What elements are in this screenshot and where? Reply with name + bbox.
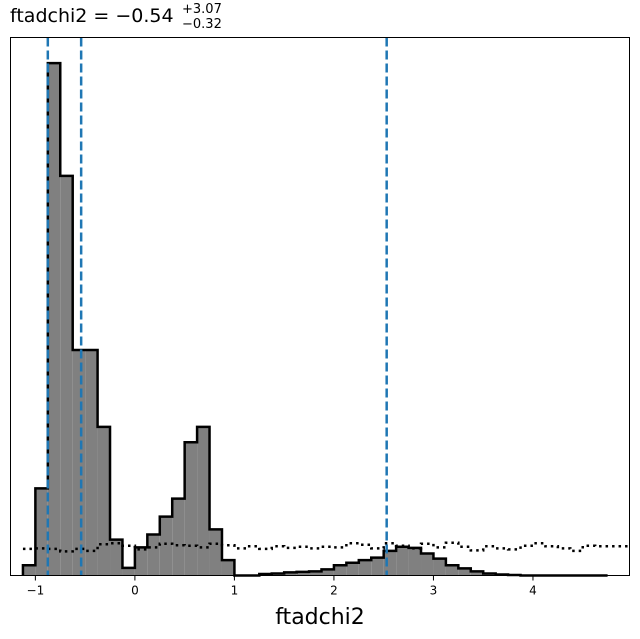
histogram-bar bbox=[184, 442, 198, 576]
histogram-bar bbox=[284, 572, 297, 576]
histogram-bar bbox=[22, 565, 36, 576]
title-main: ftadchi2 = −0.54 bbox=[10, 5, 174, 27]
axes-frame bbox=[10, 37, 630, 576]
x-tick-label: 2 bbox=[330, 584, 338, 598]
histogram-bar bbox=[309, 571, 322, 576]
histogram-bar bbox=[371, 557, 384, 576]
histogram-bar bbox=[346, 562, 359, 576]
prior-line bbox=[22, 541, 630, 553]
x-tick-label: 3 bbox=[430, 584, 438, 598]
histogram-bar bbox=[209, 529, 222, 576]
histogram-bar bbox=[110, 539, 123, 576]
histogram-bar bbox=[421, 553, 434, 576]
histogram-bar bbox=[321, 569, 334, 576]
histogram-bar bbox=[296, 571, 310, 576]
histogram-bar bbox=[383, 550, 397, 576]
histogram-bar bbox=[470, 571, 484, 576]
plot-area bbox=[21, 37, 630, 577]
title-upper: +3.07 bbox=[182, 2, 222, 17]
histogram-bar bbox=[134, 547, 148, 576]
histogram-bar bbox=[35, 488, 48, 576]
histogram-bar bbox=[72, 350, 86, 576]
histogram-bar bbox=[333, 565, 347, 576]
x-axis: −1 0 1 2 3 4 bbox=[27, 575, 537, 598]
histogram-bar bbox=[85, 350, 98, 576]
histogram-bar bbox=[221, 560, 235, 576]
histogram-bar bbox=[396, 546, 409, 576]
histogram-bar bbox=[408, 547, 422, 576]
x-tick-label: 1 bbox=[231, 584, 239, 598]
x-tick-label: 4 bbox=[529, 584, 537, 598]
chart-title: ftadchi2 = −0.54 bbox=[10, 5, 174, 27]
x-axis-label: ftadchi2 bbox=[275, 605, 365, 630]
histogram-bar bbox=[433, 558, 446, 576]
histogram-bar bbox=[172, 498, 185, 576]
histogram-bar bbox=[358, 560, 372, 576]
histogram-bar bbox=[159, 516, 173, 576]
histogram-bar bbox=[97, 426, 111, 576]
title-lower: −0.32 bbox=[182, 17, 222, 32]
x-tick-label: −1 bbox=[27, 584, 45, 598]
x-tick-label: 0 bbox=[131, 584, 139, 598]
histogram-bar bbox=[197, 426, 210, 576]
histogram-bar bbox=[458, 568, 471, 576]
histogram-bar bbox=[60, 175, 73, 576]
histogram-bar bbox=[147, 534, 160, 576]
histogram-bar bbox=[122, 567, 135, 576]
histogram-bar bbox=[47, 63, 61, 576]
histogram-outline bbox=[21, 61, 608, 577]
histogram-bar bbox=[445, 565, 459, 576]
